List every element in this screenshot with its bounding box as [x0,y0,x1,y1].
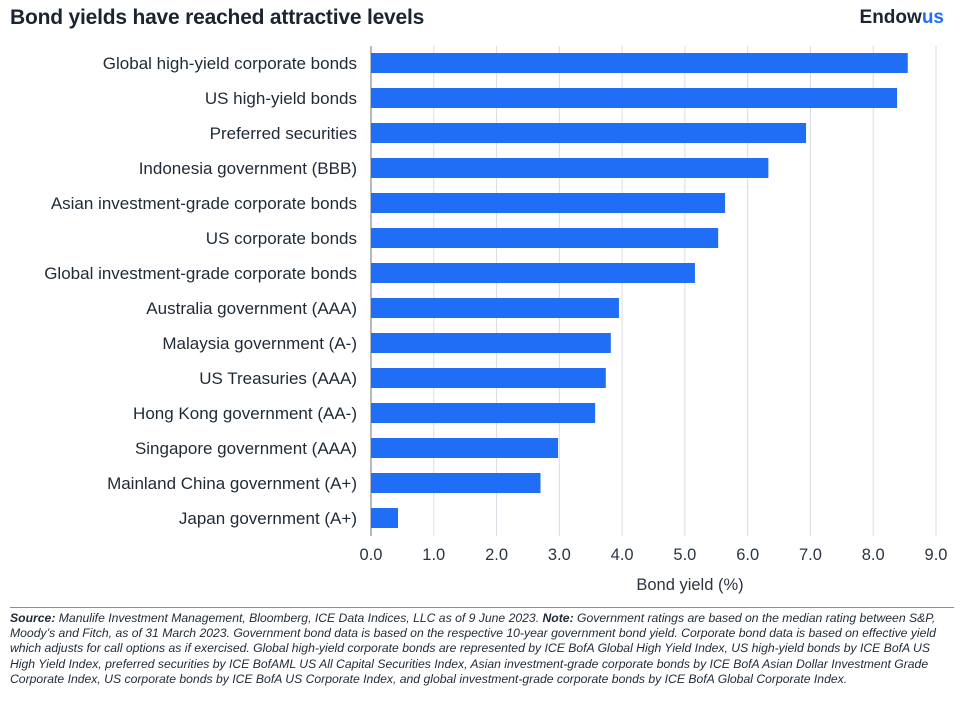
bar [371,88,898,108]
x-axis-title: Bond yield (%) [636,576,743,594]
category-label: US corporate bonds [206,229,357,248]
x-tick-label: 7.0 [799,546,822,564]
bar-chart: 0.0 1.0 2.0 3.0 4.0 5.0 6.0 7.0 8.0 9.0 Global hig… [44,46,948,594]
category-label: Japan government (A+) [179,509,357,528]
bar [371,228,719,248]
x-tick-label: 9.0 [925,546,948,564]
endowus-logo: Endowus [860,7,944,29]
source-text: Manulife Investment Management, Bloomber… [55,611,543,625]
bar [371,473,541,493]
category-label: Global high-yield corporate bonds [103,54,357,73]
logo-main-text: Endow [859,7,922,28]
category-label: Australia government (AAA) [146,299,357,318]
bar [371,368,606,388]
category-label: US Treasuries (AAA) [199,369,357,388]
x-tick-label: 8.0 [862,546,885,564]
logo-accent-text: us [921,7,944,28]
bar [371,263,695,283]
category-label: Preferred securities [210,124,357,143]
bar [371,438,559,458]
category-label: Indonesia government (BBB) [139,159,357,178]
chart-title: Bond yields have reached attractive leve… [10,6,425,29]
x-tick-label: 6.0 [736,546,759,564]
x-tick-label: 5.0 [673,546,696,564]
bar [371,123,807,143]
bar [371,403,596,423]
category-label: Hong Kong government (AA-) [133,404,357,423]
x-tick-label: 4.0 [611,546,634,564]
footnote-divider [10,607,954,608]
bar [371,193,726,213]
bar [371,298,619,318]
x-tick-label: 3.0 [548,546,571,564]
category-label: Malaysia government (A-) [162,334,357,353]
x-tick-label: 2.0 [485,546,508,564]
note-text: Government ratings are based on the medi… [10,611,936,686]
x-tick-label: 1.0 [422,546,445,564]
bar [371,333,611,353]
category-label: Asian investment-grade corporate bonds [51,194,357,213]
source-label: Source: [10,611,56,625]
x-tick-label: 0.0 [360,546,383,564]
note-label: Note: [542,611,574,625]
bar [371,53,908,73]
category-label: Singapore government (AAA) [135,439,357,458]
bar [371,158,769,178]
category-label: Mainland China government (A+) [107,474,357,493]
category-label: US high-yield bonds [205,89,357,108]
bar [371,508,398,528]
footnote: Source: Manulife Investment Management, … [10,611,940,687]
category-label: Global investment-grade corporate bonds [44,264,357,283]
